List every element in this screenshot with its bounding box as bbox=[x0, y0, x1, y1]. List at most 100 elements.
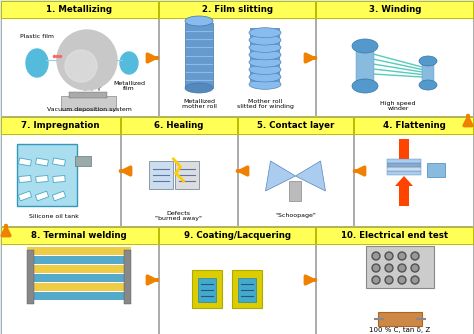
FancyBboxPatch shape bbox=[36, 191, 49, 201]
FancyBboxPatch shape bbox=[317, 226, 474, 334]
FancyBboxPatch shape bbox=[250, 28, 280, 37]
FancyBboxPatch shape bbox=[387, 167, 421, 171]
Ellipse shape bbox=[185, 83, 213, 93]
Text: 6. Healing: 6. Healing bbox=[154, 121, 203, 130]
Text: 100 % C, tan δ, Z: 100 % C, tan δ, Z bbox=[369, 327, 430, 333]
Ellipse shape bbox=[120, 52, 138, 74]
FancyBboxPatch shape bbox=[36, 175, 48, 182]
Ellipse shape bbox=[249, 79, 281, 89]
Text: Vacuum deposition system: Vacuum deposition system bbox=[46, 107, 131, 112]
Circle shape bbox=[400, 254, 404, 259]
FancyBboxPatch shape bbox=[27, 250, 34, 304]
Circle shape bbox=[398, 264, 406, 272]
FancyBboxPatch shape bbox=[290, 181, 301, 201]
Circle shape bbox=[65, 50, 97, 82]
Circle shape bbox=[385, 276, 393, 284]
Text: 3. Winding: 3. Winding bbox=[369, 4, 421, 13]
Circle shape bbox=[412, 266, 418, 271]
Circle shape bbox=[385, 264, 393, 272]
Circle shape bbox=[412, 278, 418, 283]
Circle shape bbox=[411, 252, 419, 260]
Circle shape bbox=[374, 278, 379, 283]
FancyBboxPatch shape bbox=[387, 171, 421, 175]
FancyBboxPatch shape bbox=[250, 50, 280, 59]
Ellipse shape bbox=[26, 49, 48, 77]
Text: 7. Impregnation: 7. Impregnation bbox=[21, 121, 99, 130]
FancyBboxPatch shape bbox=[366, 246, 434, 288]
Text: 10. Electrical end test: 10. Electrical end test bbox=[341, 230, 448, 239]
Ellipse shape bbox=[249, 28, 281, 38]
Circle shape bbox=[372, 264, 380, 272]
FancyBboxPatch shape bbox=[18, 191, 32, 201]
Text: 9. Coating/Lacquering: 9. Coating/Lacquering bbox=[183, 230, 291, 239]
FancyBboxPatch shape bbox=[237, 117, 354, 225]
FancyBboxPatch shape bbox=[27, 274, 131, 282]
Circle shape bbox=[374, 266, 379, 271]
FancyBboxPatch shape bbox=[237, 117, 354, 134]
Circle shape bbox=[411, 264, 419, 272]
FancyBboxPatch shape bbox=[317, 0, 474, 18]
Text: "Schoopage": "Schoopage" bbox=[275, 213, 316, 218]
FancyBboxPatch shape bbox=[158, 226, 316, 334]
FancyBboxPatch shape bbox=[250, 57, 280, 67]
FancyBboxPatch shape bbox=[250, 65, 280, 74]
FancyBboxPatch shape bbox=[422, 63, 434, 83]
FancyBboxPatch shape bbox=[17, 144, 77, 206]
Text: Plastic film: Plastic film bbox=[20, 33, 54, 38]
FancyBboxPatch shape bbox=[19, 175, 31, 182]
FancyBboxPatch shape bbox=[198, 278, 216, 302]
FancyBboxPatch shape bbox=[27, 292, 131, 300]
FancyBboxPatch shape bbox=[158, 0, 316, 116]
FancyBboxPatch shape bbox=[0, 226, 157, 334]
Ellipse shape bbox=[249, 64, 281, 74]
FancyBboxPatch shape bbox=[0, 0, 157, 18]
Ellipse shape bbox=[249, 42, 281, 52]
Polygon shape bbox=[265, 161, 295, 191]
FancyBboxPatch shape bbox=[124, 250, 131, 304]
FancyBboxPatch shape bbox=[27, 283, 131, 291]
Ellipse shape bbox=[249, 35, 281, 45]
FancyBboxPatch shape bbox=[192, 270, 222, 308]
FancyArrow shape bbox=[395, 139, 413, 169]
Circle shape bbox=[386, 266, 392, 271]
Circle shape bbox=[386, 278, 392, 283]
Ellipse shape bbox=[352, 79, 378, 93]
Text: 2. Film slitting: 2. Film slitting bbox=[201, 4, 273, 13]
Circle shape bbox=[412, 254, 418, 259]
FancyBboxPatch shape bbox=[61, 96, 116, 110]
FancyBboxPatch shape bbox=[27, 265, 131, 273]
FancyBboxPatch shape bbox=[0, 117, 119, 225]
FancyBboxPatch shape bbox=[317, 0, 474, 116]
FancyBboxPatch shape bbox=[148, 161, 173, 189]
FancyBboxPatch shape bbox=[27, 256, 131, 264]
Ellipse shape bbox=[249, 72, 281, 82]
Text: 1. Metallizing: 1. Metallizing bbox=[46, 4, 112, 13]
Circle shape bbox=[400, 266, 404, 271]
Text: High speed
winder: High speed winder bbox=[380, 101, 416, 112]
Circle shape bbox=[386, 254, 392, 259]
FancyBboxPatch shape bbox=[317, 226, 474, 244]
FancyBboxPatch shape bbox=[0, 117, 119, 134]
Text: Defects
"burned away": Defects "burned away" bbox=[155, 211, 202, 221]
Circle shape bbox=[411, 276, 419, 284]
Circle shape bbox=[400, 278, 404, 283]
FancyBboxPatch shape bbox=[120, 117, 237, 134]
Circle shape bbox=[372, 276, 380, 284]
FancyBboxPatch shape bbox=[36, 158, 48, 166]
FancyBboxPatch shape bbox=[238, 278, 256, 302]
FancyBboxPatch shape bbox=[427, 163, 445, 177]
Ellipse shape bbox=[419, 56, 437, 66]
FancyBboxPatch shape bbox=[158, 226, 316, 244]
FancyBboxPatch shape bbox=[232, 270, 262, 308]
FancyBboxPatch shape bbox=[174, 161, 199, 189]
FancyArrow shape bbox=[395, 176, 413, 206]
FancyBboxPatch shape bbox=[18, 158, 31, 166]
FancyBboxPatch shape bbox=[52, 191, 66, 201]
FancyBboxPatch shape bbox=[185, 23, 213, 88]
FancyBboxPatch shape bbox=[0, 226, 157, 244]
FancyBboxPatch shape bbox=[75, 156, 91, 166]
Text: Mother roll
slitted for winding: Mother roll slitted for winding bbox=[237, 99, 293, 110]
Text: Metallized
film: Metallized film bbox=[113, 80, 145, 92]
Text: Silicone oil tank: Silicone oil tank bbox=[29, 213, 79, 218]
FancyBboxPatch shape bbox=[0, 0, 157, 116]
